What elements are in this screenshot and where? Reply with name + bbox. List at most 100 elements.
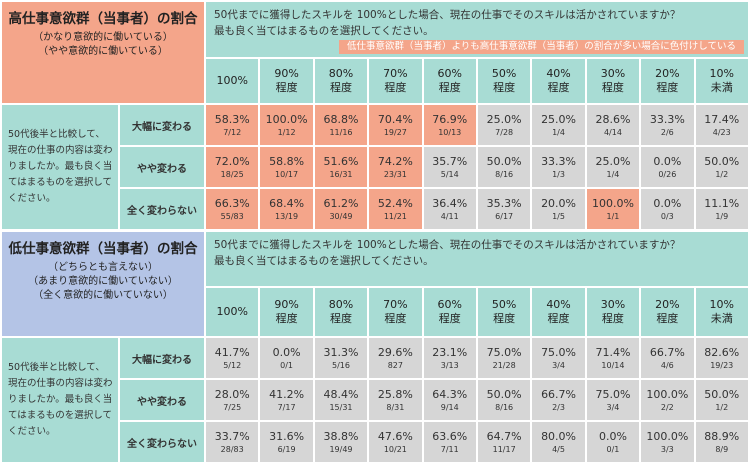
- cell-count: 11/21: [383, 211, 407, 221]
- cell-percentage: 11.1%: [704, 196, 740, 210]
- cell-count: 11/16: [329, 127, 353, 137]
- cell-percentage: 23.1%: [432, 345, 468, 359]
- side-question: 50代後半と比較して、現在の仕事の内容は変わりましたか。最も良く当てはまるものを…: [2, 105, 118, 229]
- cell-percentage: 41.7%: [214, 345, 250, 359]
- data-cell: 48.4% 15/31: [314, 380, 368, 420]
- high-title-box: 高仕事意欲群（当事者）の割合 （かなり意欲的に働いている） （やや意欲的に働いている…: [2, 2, 204, 103]
- cell-count: 5/16: [331, 360, 350, 370]
- cell-percentage: 70.4%: [377, 112, 413, 126]
- cell-percentage: 100.0%: [591, 196, 634, 210]
- data-cell: 35.7% 5/14: [423, 147, 476, 187]
- cell-percentage: 58.3%: [214, 112, 250, 126]
- cell-percentage: 28.0%: [214, 387, 250, 401]
- cell-count: 1/4: [606, 169, 620, 179]
- cell-count: 2/6: [660, 127, 674, 137]
- column-header: 30% 程度: [586, 59, 640, 103]
- data-cell: 38.8% 19/49: [314, 422, 368, 462]
- data-cell: 0.0% 0/26: [641, 147, 694, 187]
- high-title: 高仕事意欲群（当事者）の割合: [8, 11, 198, 27]
- cell-count: 8/16: [495, 402, 514, 412]
- column-header: 50% 程度: [477, 59, 531, 103]
- cell-percentage: 35.3%: [486, 196, 522, 210]
- cell-count: 9/14: [440, 402, 459, 412]
- cell-count: 16/31: [329, 169, 353, 179]
- data-cell: 74.2% 23/31: [369, 147, 422, 187]
- cell-percentage: 52.4%: [377, 196, 413, 210]
- low-subtitle-line: （全く意欲的に働いていない）: [33, 290, 173, 301]
- data-cell: 75.0% 3/4: [532, 338, 585, 378]
- cell-percentage: 72.0%: [214, 154, 250, 168]
- cell-count: 1/5: [552, 211, 565, 221]
- data-cell: 51.6% 16/31: [314, 147, 368, 187]
- data-cell: 66.7% 4/6: [641, 338, 694, 378]
- data-cell: 52.4% 11/21: [369, 189, 422, 229]
- column-header: 100%: [206, 59, 259, 103]
- data-cell: 58.3% 7/12: [206, 105, 259, 145]
- data-cell: 80.0% 4/5: [532, 422, 585, 462]
- data-cell: 47.6% 10/21: [369, 422, 422, 462]
- cell-percentage: 66.7%: [541, 387, 577, 401]
- data-cell: 28.0% 7/25: [206, 380, 259, 420]
- cell-percentage: 63.6%: [432, 429, 468, 443]
- column-header: 20% 程度: [641, 59, 694, 103]
- cell-count: 7/17: [277, 402, 296, 412]
- cell-count: 3/4: [606, 402, 620, 412]
- cell-percentage: 31.6%: [269, 429, 305, 443]
- column-header: 50% 程度: [477, 288, 531, 336]
- column-header: 70% 程度: [369, 59, 422, 103]
- row-label: 全く変わらない: [120, 189, 204, 229]
- cell-count: 0/3: [660, 211, 674, 221]
- data-cell: 28.6% 4/14: [586, 105, 640, 145]
- cell-count: 0/1: [280, 360, 294, 370]
- cell-count: 19/49: [329, 444, 353, 454]
- cell-percentage: 50.0%: [704, 154, 740, 168]
- cell-percentage: 68.8%: [323, 112, 359, 126]
- data-cell: 50.0% 1/2: [695, 147, 748, 187]
- cell-count: 30/49: [329, 211, 353, 221]
- cell-count: 10/21: [383, 444, 407, 454]
- cell-count: 10/14: [601, 360, 625, 370]
- cell-percentage: 82.6%: [704, 345, 740, 359]
- column-header: 10% 未満: [695, 288, 748, 336]
- data-cell: 76.9% 10/13: [423, 105, 476, 145]
- cell-count: 55/83: [220, 211, 244, 221]
- data-cell: 82.6% 19/23: [695, 338, 748, 378]
- cell-percentage: 80.0%: [541, 429, 577, 443]
- cell-percentage: 50.0%: [486, 387, 522, 401]
- data-cell: 25.0% 1/4: [532, 105, 585, 145]
- cell-percentage: 35.7%: [432, 154, 468, 168]
- data-cell: 100.0% 2/2: [641, 380, 694, 420]
- cell-count: 2/3: [552, 402, 565, 412]
- cell-count: 1/2: [715, 169, 729, 179]
- row-label: 大幅に変わる: [120, 105, 204, 145]
- row-label: 全く変わらない: [120, 422, 204, 462]
- cell-percentage: 38.8%: [323, 429, 359, 443]
- cell-percentage: 0.0%: [272, 345, 301, 359]
- column-header: 100%: [206, 288, 259, 336]
- cell-count: 7/12: [223, 127, 242, 137]
- data-cell: 63.6% 7/11: [423, 422, 476, 462]
- cell-percentage: 76.9%: [432, 112, 468, 126]
- row-label: やや変わる: [120, 380, 204, 420]
- row-label: やや変わる: [120, 147, 204, 187]
- cell-percentage: 50.0%: [486, 154, 522, 168]
- data-cell: 66.7% 2/3: [532, 380, 585, 420]
- data-cell: 64.3% 9/14: [423, 380, 476, 420]
- cell-percentage: 0.0%: [653, 154, 682, 168]
- data-cell: 100.0% 1/12: [260, 105, 313, 145]
- cell-percentage: 71.4%: [595, 345, 631, 359]
- cell-count: 3/4: [552, 360, 565, 370]
- cell-count: 28/83: [220, 444, 244, 454]
- column-header: 80% 程度: [314, 59, 368, 103]
- cell-percentage: 47.6%: [377, 429, 413, 443]
- cell-percentage: 88.9%: [704, 429, 740, 443]
- data-cell: 61.2% 30/49: [314, 189, 368, 229]
- cell-percentage: 50.0%: [704, 387, 740, 401]
- cell-percentage: 68.4%: [269, 196, 305, 210]
- data-cell: 66.3% 55/83: [206, 189, 259, 229]
- cell-count: 21/28: [492, 360, 516, 370]
- cell-count: 1/9: [715, 211, 729, 221]
- cell-percentage: 75.0%: [541, 345, 577, 359]
- cell-count: 1/12: [277, 127, 296, 137]
- cell-count: 1/3: [552, 169, 565, 179]
